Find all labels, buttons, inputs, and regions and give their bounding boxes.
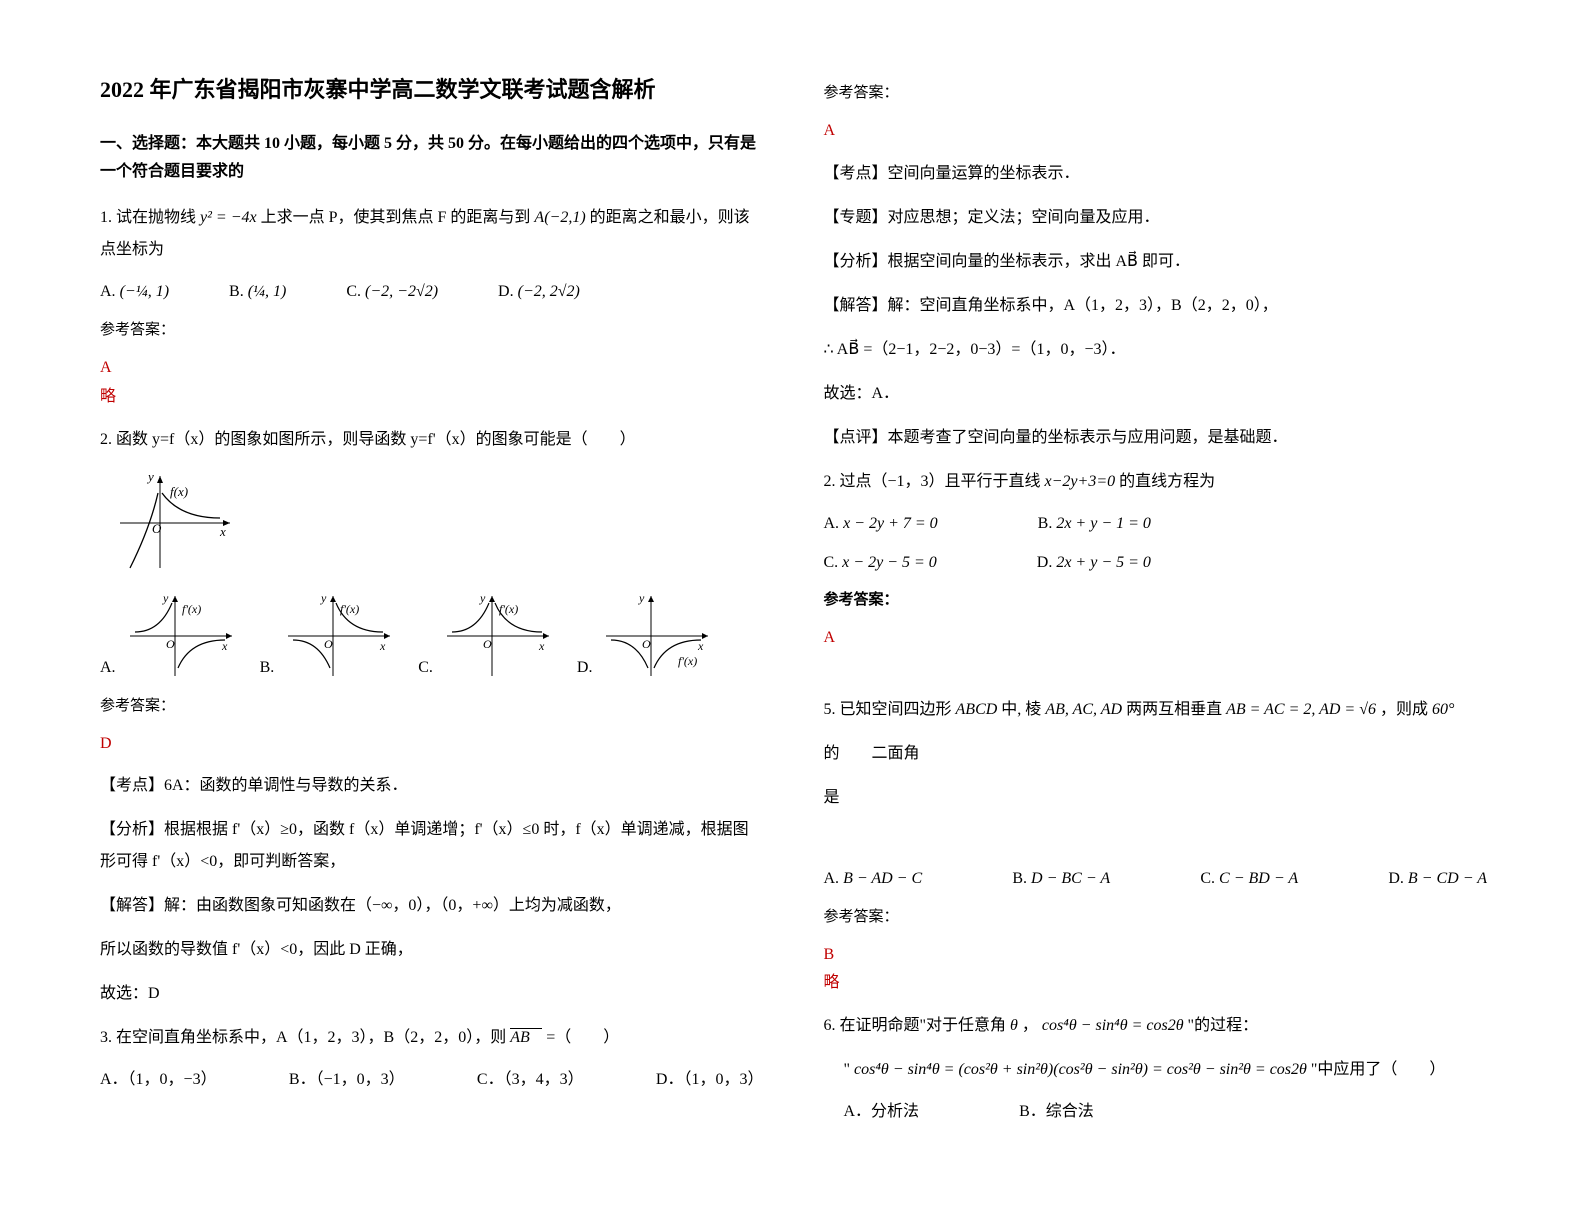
page-title: 2022 年广东省揭阳市灰寨中学高二数学文联考试题含解析 (100, 70, 764, 110)
q4-answer-label: 参考答案： (824, 587, 1488, 614)
q5-opt-d: D. B − CD − A (1388, 865, 1487, 894)
q5-after2: 是 (824, 782, 1488, 814)
q1-text-mid: 上求一点 P，使其到焦点 F 的距离与到 (261, 209, 531, 226)
q3-opt-d: D．（1，0，3） (656, 1066, 764, 1095)
svg-text:y: y (479, 591, 486, 605)
svg-text:x: x (538, 639, 545, 653)
q5-answer-label: 参考答案： (824, 904, 1488, 931)
q5-answer: B (824, 941, 1488, 970)
q3-opt-c: C．（3，4，3） (477, 1066, 584, 1095)
q5-opt-c: C. C − BD − A (1200, 865, 1298, 894)
svg-text:y: y (320, 591, 327, 605)
q3-answer: A (824, 117, 1488, 146)
svg-text:f'(x): f'(x) (499, 602, 518, 616)
q4-opt-c: C. x − 2y − 5 = 0 (824, 549, 937, 578)
q1-point: A(−2,1) (534, 209, 585, 226)
q5-after1: 的 二面角 (824, 738, 1488, 770)
q2-answer: D (100, 730, 764, 759)
svg-text:x: x (379, 639, 386, 653)
q1-opt-a: A. (−¼, 1) (100, 278, 169, 307)
vector-ab: AB⃗ (510, 1028, 542, 1046)
q1-answer: A (100, 354, 764, 383)
q3-opt-b: B．（−1，0，3） (289, 1066, 405, 1095)
q2-option-graphs: A. O x y f'(x) B. (100, 588, 764, 683)
q4-answer: A (824, 624, 1488, 653)
q2-graph-a: A. O x y f'(x) (100, 588, 240, 683)
q4-options-ab: A. x − 2y + 7 = 0 B. 2x + y − 1 = 0 (824, 510, 1488, 539)
q2-jieda2: 所以函数的导数值 f'（x）<0，因此 D 正确， (100, 934, 764, 966)
q2-fenxi: 【分析】根据根据 f'（x）≥0，函数 f（x）单调递增；f'（x）≤0 时，f… (100, 814, 764, 878)
q4-opt-b: B. 2x + y − 1 = 0 (1038, 510, 1151, 539)
q3-topic: 【专题】对应思想；定义法；空间向量及应用． (824, 202, 1488, 234)
q1-opt-d: D. (−2, 2√2) (498, 278, 580, 307)
q3-comment: 【点评】本题考查了空间向量的坐标表示与应用问题，是基础题． (824, 422, 1488, 454)
q2-graph-d: D. O x y f'(x) (577, 588, 717, 683)
q3-opt-a: A．（1，0，−3） (100, 1066, 217, 1095)
q2-graph-c: C. O x y f'(x) (418, 588, 557, 683)
svg-text:f'(x): f'(x) (678, 654, 697, 668)
svg-text:f'(x): f'(x) (182, 602, 201, 616)
svg-text:f(x): f(x) (170, 484, 188, 499)
question-5: 5. 已知空间四边形 ABCD 中, 棱 AB, AC, AD 两两互相垂直 A… (824, 694, 1488, 726)
q1-opt-c: C. (−2, −2√2) (346, 278, 438, 307)
q5-options: A. B − AD − C B. D − BC − A C. C − BD − … (824, 865, 1488, 894)
svg-text:O: O (324, 637, 333, 651)
q2-point: 【考点】6A：函数的单调性与导数的关系． (100, 770, 764, 802)
q5-opt-b: B. D − BC − A (1012, 865, 1110, 894)
q1-answer-label: 参考答案： (100, 317, 764, 344)
svg-text:y: y (638, 591, 645, 605)
q1-answer-note: 略 (100, 383, 764, 412)
svg-text:x: x (219, 524, 226, 539)
question-4: 2. 过点（−1，3）且平行于直线 x−2y+3=0 的直线方程为 (824, 466, 1488, 498)
q4-opt-d: D. 2x + y − 5 = 0 (1037, 549, 1151, 578)
q2-graph-b: B. O x y f'(x) (260, 588, 399, 683)
q1-opt-b: B. (¼, 1) (229, 278, 286, 307)
q1-options: A. (−¼, 1) B. (¼, 1) C. (−2, −2√2) D. (−… (100, 278, 764, 307)
svg-text:y: y (146, 469, 154, 484)
question-1: 1. 试在抛物线 y² = −4x 上求一点 P，使其到焦点 F 的距离与到 A… (100, 202, 764, 266)
q1-text-before: 1. 试在抛物线 (100, 209, 196, 226)
right-column: 参考答案： A 【考点】空间向量运算的坐标表示． 【专题】对应思想；定义法；空间… (824, 70, 1488, 1137)
q2-graph-main: O x y f(x) (100, 468, 764, 578)
q1-expr: y² = −4x (200, 209, 257, 226)
q3-jieda3: 故选：A． (824, 378, 1488, 410)
q3-point: 【考点】空间向量运算的坐标表示． (824, 158, 1488, 190)
q4-opt-a: A. x − 2y + 7 = 0 (824, 510, 938, 539)
svg-text:y: y (162, 591, 169, 605)
q3-jieda1: 【解答】解：空间直角坐标系中，A（1，2，3），B（2，2，0）， (824, 290, 1488, 322)
q6-opt-a: A．分析法 (844, 1098, 920, 1127)
question-2: 2. 函数 y=f（x）的图象如图所示，则导函数 y=f'（x）的图象可能是（ … (100, 424, 764, 456)
svg-text:x: x (221, 639, 228, 653)
svg-text:x: x (697, 639, 704, 653)
question-6: 6. 在证明命题"对于任意角 θ ， cos⁴θ − sin⁴θ = cos2θ… (824, 1010, 1488, 1042)
left-column: 2022 年广东省揭阳市灰寨中学高二数学文联考试题含解析 一、选择题：本大题共 … (100, 70, 764, 1137)
q3-fenxi: 【分析】根据空间向量的坐标表示，求出 AB⃗ 即可． (824, 246, 1488, 278)
q3-options: A．（1，0，−3） B．（−1，0，3） C．（3，4，3） D．（1，0，3… (100, 1066, 764, 1095)
q6-proof: " cos⁴θ − sin⁴θ = (cos²θ + sin²θ)(cos²θ … (844, 1054, 1488, 1086)
q4-options-cd: C. x − 2y − 5 = 0 D. 2x + y − 5 = 0 (824, 549, 1488, 578)
q3-jieda2: ∴ AB⃗ =（2−1，2−2，0−3）=（1，0，−3）． (824, 334, 1488, 366)
svg-text:O: O (166, 637, 175, 651)
svg-text:f'(x): f'(x) (340, 602, 359, 616)
question-3: 3. 在空间直角坐标系中，A（1，2，3），B（2，2，0），则 AB⃗ =（ … (100, 1022, 764, 1054)
q3-answer-label: 参考答案： (824, 80, 1488, 107)
q2-answer-label: 参考答案： (100, 693, 764, 720)
q5-opt-a: A. B − AD − C (824, 865, 923, 894)
svg-text:O: O (642, 637, 651, 651)
svg-text:O: O (152, 521, 162, 536)
q6-options: A．分析法 B．综合法 (844, 1098, 1488, 1127)
q2-jieda1: 【解答】解：由函数图象可知函数在（−∞，0），（0，+∞）上均为减函数， (100, 890, 764, 922)
q5-answer-note: 略 (824, 969, 1488, 998)
q6-opt-b: B．综合法 (1019, 1098, 1094, 1127)
section-header: 一、选择题：本大题共 10 小题，每小题 5 分，共 50 分。在每小题给出的四… (100, 130, 764, 188)
svg-text:O: O (483, 637, 492, 651)
q2-jieda3: 故选：D (100, 978, 764, 1010)
